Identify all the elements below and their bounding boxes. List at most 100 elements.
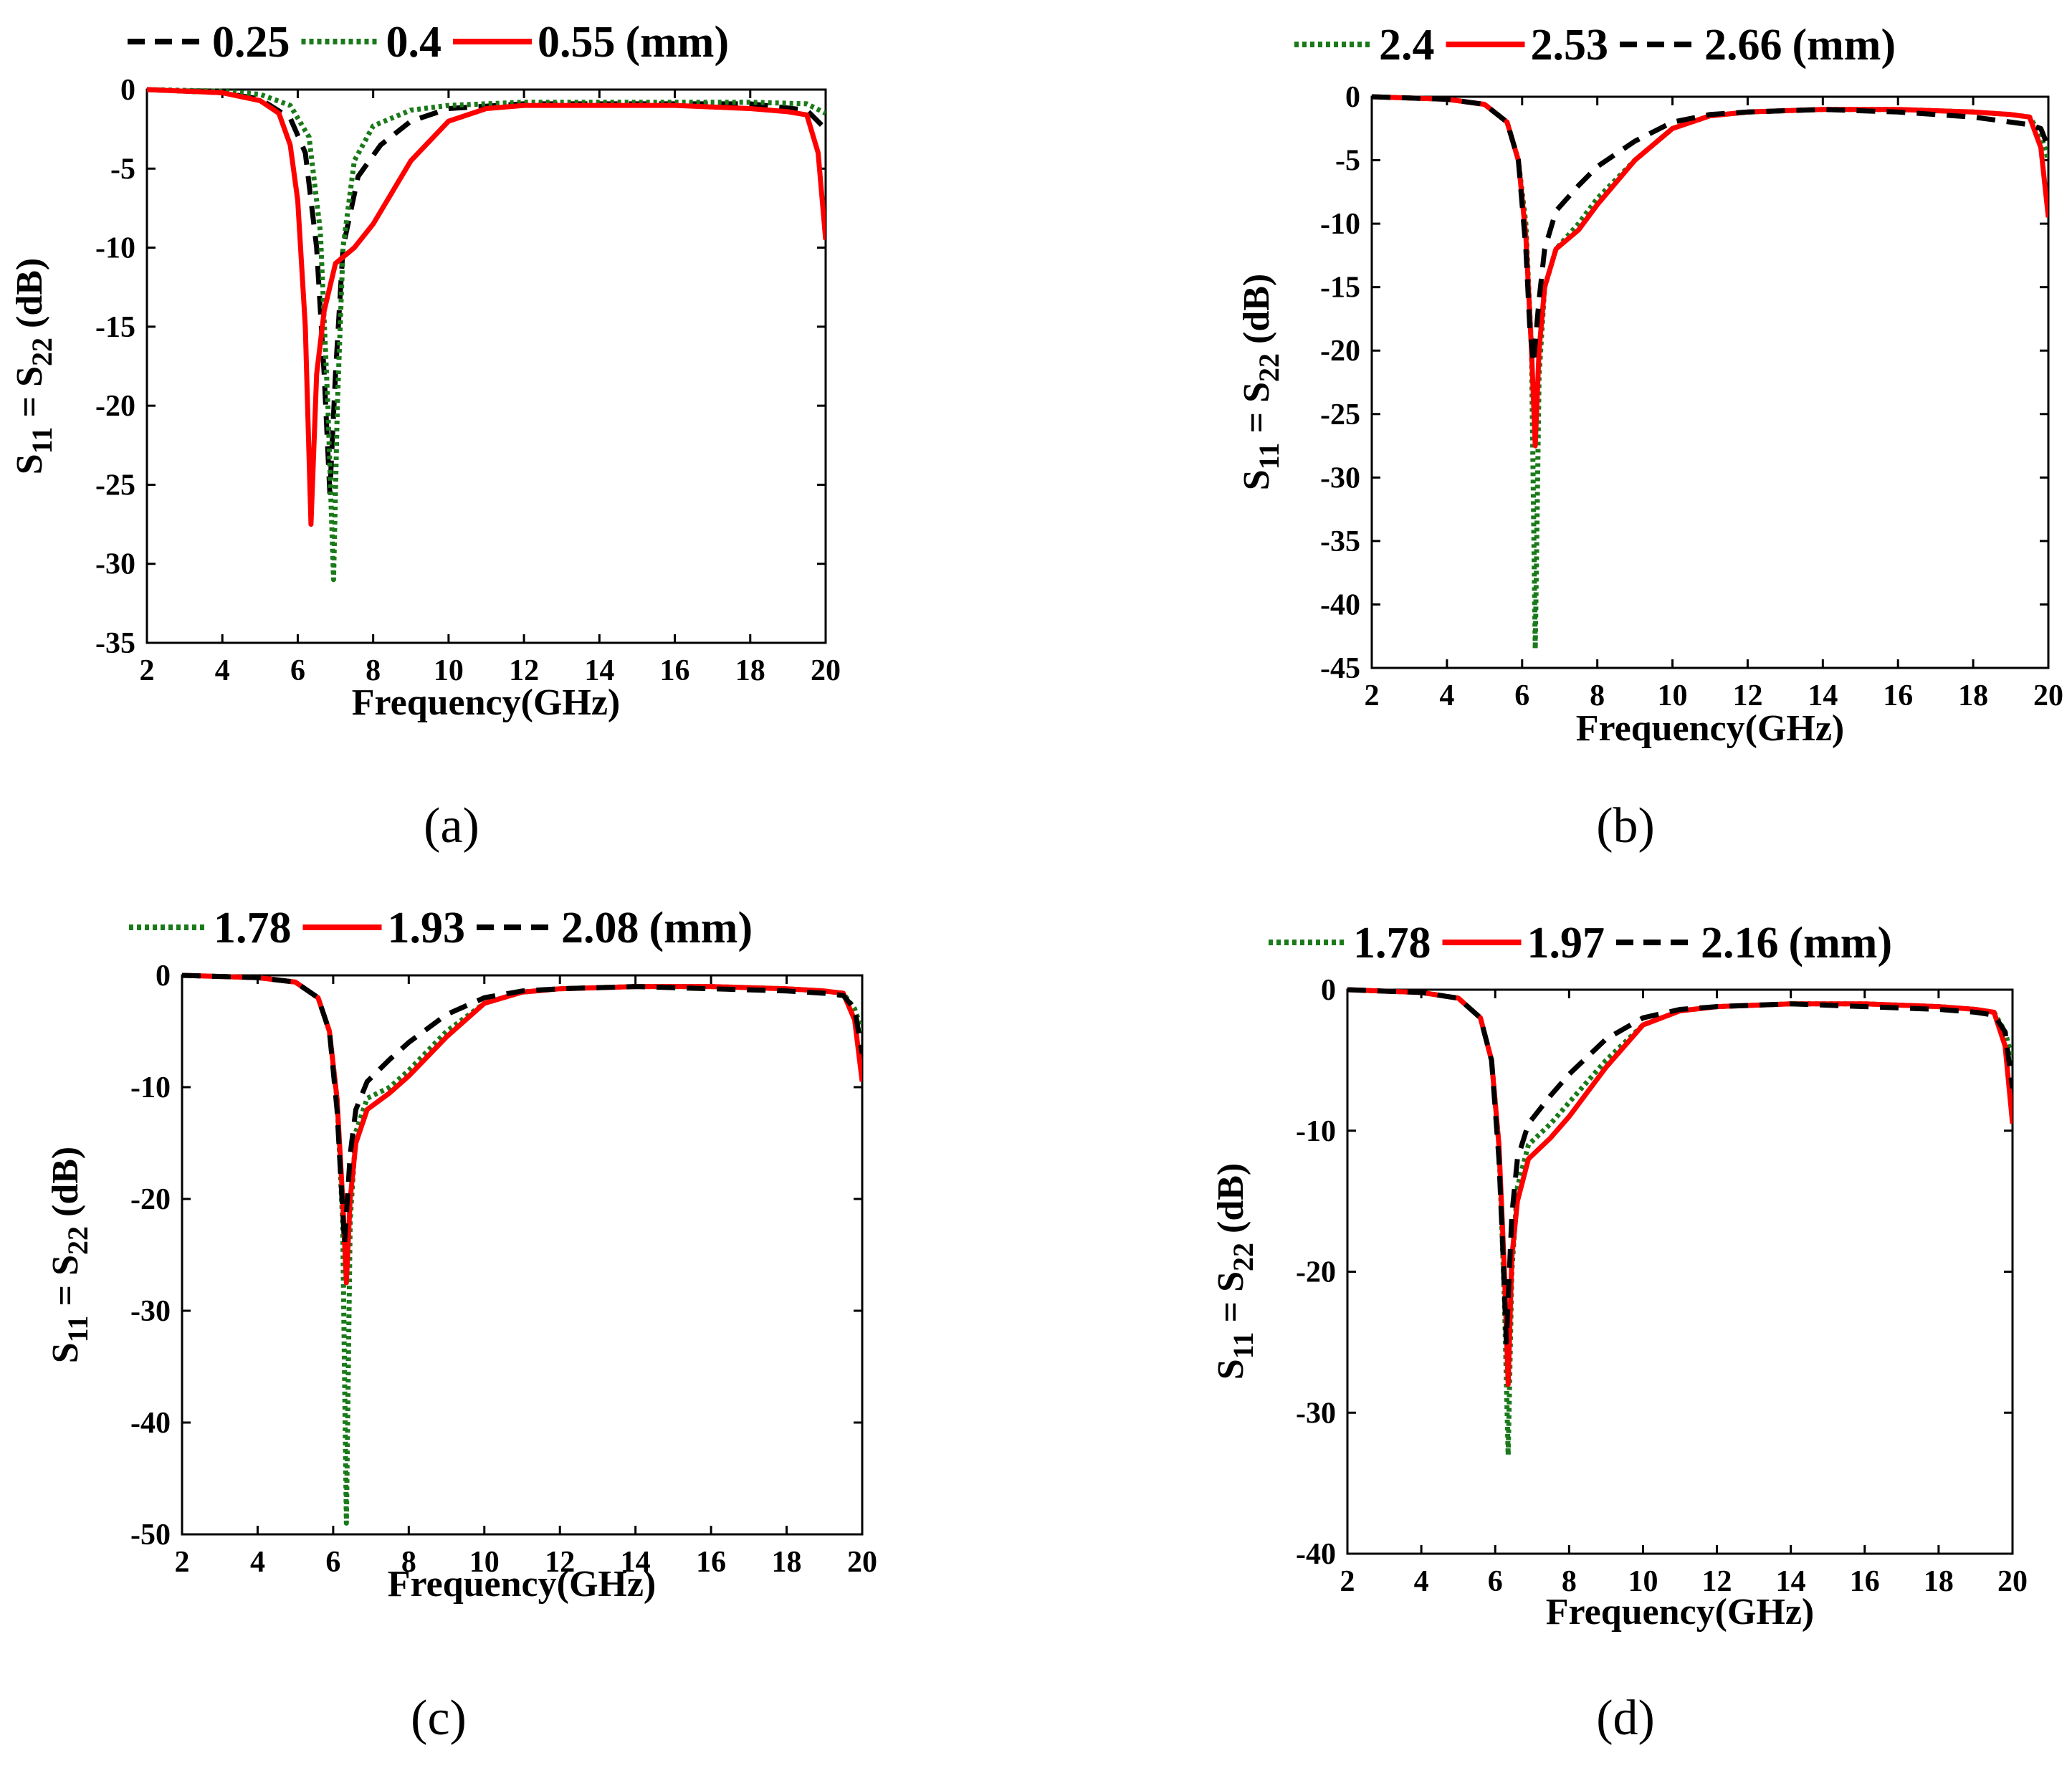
y-axis-label-part: 11 — [26, 427, 58, 454]
y-axis-label-part: (dB) — [45, 1147, 86, 1226]
y-axis-label: S11 = S22 (dB) — [45, 1147, 94, 1364]
y-axis-label-part: 11 — [1253, 443, 1285, 470]
x-tick-label: 4 — [215, 654, 230, 687]
x-tick-label: 12 — [1702, 1565, 1732, 1598]
y-axis-label-part: S — [9, 454, 50, 474]
x-tick-label: 20 — [847, 1546, 877, 1579]
y-tick-label: -40 — [130, 1407, 171, 1440]
y-axis-label-part: (dB) — [1236, 274, 1277, 353]
legend-unit: (mm) — [649, 904, 753, 952]
x-tick-label: 10 — [434, 654, 464, 687]
y-tick-label: -25 — [1320, 398, 1360, 431]
y-tick-label: 0 — [1345, 81, 1360, 114]
y-axis-label-part: = S — [1211, 1271, 1251, 1332]
y-axis-label-part: = S — [45, 1255, 86, 1316]
legend-unit: (mm) — [1792, 21, 1896, 70]
x-tick-label: 18 — [735, 654, 765, 687]
y-axis-label: S11 = S22 (dB) — [9, 258, 58, 475]
y-axis-label-part: (dB) — [1211, 1163, 1251, 1243]
y-axis-label-part: 22 — [62, 1226, 94, 1255]
x-tick-label: 18 — [1958, 679, 1988, 712]
plot-frame — [1346, 988, 2014, 1555]
x-tick-label: 8 — [1590, 679, 1605, 712]
y-tick-label: -40 — [1320, 588, 1360, 621]
y-tick-label: -20 — [130, 1183, 171, 1216]
legend-label: 1.78 — [1353, 919, 1431, 967]
legend-label: 0.25 — [212, 18, 290, 67]
series-line-2.16 — [1347, 987, 2013, 1345]
legend-label: 2.4 — [1379, 21, 1435, 70]
y-tick-label: -40 — [1296, 1538, 1336, 1571]
legend-label: 1.97 — [1527, 919, 1605, 967]
plot-frame — [1370, 95, 2050, 669]
x-tick-label: 2 — [1340, 1565, 1355, 1598]
y-tick-label: -5 — [110, 153, 135, 186]
x-tick-label: 20 — [1997, 1565, 2028, 1598]
series-line-1.78 — [1347, 987, 2013, 1458]
y-tick-label: -15 — [1320, 272, 1360, 305]
y-tick-label: -30 — [95, 548, 135, 581]
y-axis-label-part: 22 — [26, 338, 58, 366]
series-line-2.4 — [1372, 94, 2048, 651]
y-axis-label-part: S — [1211, 1359, 1251, 1380]
panel-caption: (b) — [1596, 798, 1655, 854]
panel-caption: (d) — [1596, 1691, 1655, 1746]
panel-caption: (c) — [411, 1691, 467, 1746]
x-tick-label: 2 — [175, 1546, 190, 1579]
x-tick-label: 2 — [1365, 679, 1380, 712]
x-tick-label: 14 — [1808, 679, 1838, 712]
y-tick-label: -20 — [1320, 335, 1360, 368]
x-axis-label: Frequency(GHz) — [352, 682, 621, 723]
y-tick-label: -20 — [1296, 1256, 1336, 1289]
y-tick-label: -15 — [95, 311, 135, 344]
y-axis-label: S11 = S22 (dB) — [1211, 1163, 1259, 1380]
series-line-1.97 — [1347, 987, 2013, 1387]
x-tick-label: 20 — [2033, 679, 2063, 712]
y-axis-label-part: = S — [1236, 382, 1277, 443]
x-tick-label: 14 — [584, 654, 614, 687]
x-tick-label: 6 — [290, 654, 305, 687]
y-tick-label: 0 — [120, 74, 135, 107]
y-tick-label: -20 — [95, 390, 135, 423]
legend: 1.78 1.97 2.16 (mm) — [1269, 919, 1892, 967]
series-line-0.4 — [147, 87, 826, 583]
y-tick-label: -10 — [1296, 1115, 1336, 1148]
y-axis-label-part: S — [45, 1342, 86, 1363]
legend-label: 2.53 — [1531, 21, 1609, 70]
y-tick-label: -10 — [1320, 208, 1360, 241]
x-tick-label: 8 — [1562, 1565, 1577, 1598]
x-tick-label: 6 — [1488, 1565, 1503, 1598]
x-tick-label: 18 — [1924, 1565, 1954, 1598]
y-tick-label: -30 — [1296, 1397, 1336, 1430]
x-tick-label: 14 — [621, 1546, 651, 1579]
legend: 1.78 1.93 2.08 (mm) — [129, 904, 753, 952]
y-tick-label: -10 — [95, 232, 135, 265]
plot-frame — [145, 88, 827, 644]
x-tick-label: 10 — [469, 1546, 500, 1579]
y-tick-label: -35 — [1320, 525, 1360, 558]
plot-frame — [181, 974, 864, 1536]
x-axis-label: Frequency(GHz) — [1546, 1592, 1815, 1633]
chart-panel-d: 2 4 6 8 10 12 14 16 18 20 0 -10 -20 -30 -40 Frequency(G… — [1211, 919, 2028, 1746]
x-axis-label: Frequency(GHz) — [388, 1564, 657, 1605]
x-tick-label: 16 — [696, 1546, 726, 1579]
series-line-2.08 — [182, 972, 862, 1246]
legend: 0.25 0.4 0.55 (mm) — [128, 18, 729, 67]
x-tick-label: 4 — [1414, 1565, 1429, 1598]
legend-unit: (mm) — [1789, 919, 1893, 967]
x-tick-label: 10 — [1628, 1565, 1658, 1598]
x-tick-label: 8 — [401, 1546, 416, 1579]
x-tick-label: 14 — [1776, 1565, 1806, 1598]
series-line-2.66 — [1372, 94, 2048, 366]
chart-panel-c: 2 4 6 8 10 12 14 16 18 20 0 -10 -20 -30 -40 -50 Frequenc… — [45, 904, 877, 1746]
x-tick-label: 16 — [1883, 679, 1913, 712]
y-tick-label: 0 — [156, 960, 171, 993]
x-tick-label: 20 — [811, 654, 841, 687]
y-axis-label-part: S — [1236, 469, 1277, 490]
y-axis-label-part: (dB) — [9, 258, 50, 338]
y-tick-label: -50 — [130, 1519, 171, 1552]
x-tick-label: 12 — [509, 654, 539, 687]
x-tick-label: 4 — [250, 1546, 265, 1579]
x-tick-label: 6 — [325, 1546, 340, 1579]
